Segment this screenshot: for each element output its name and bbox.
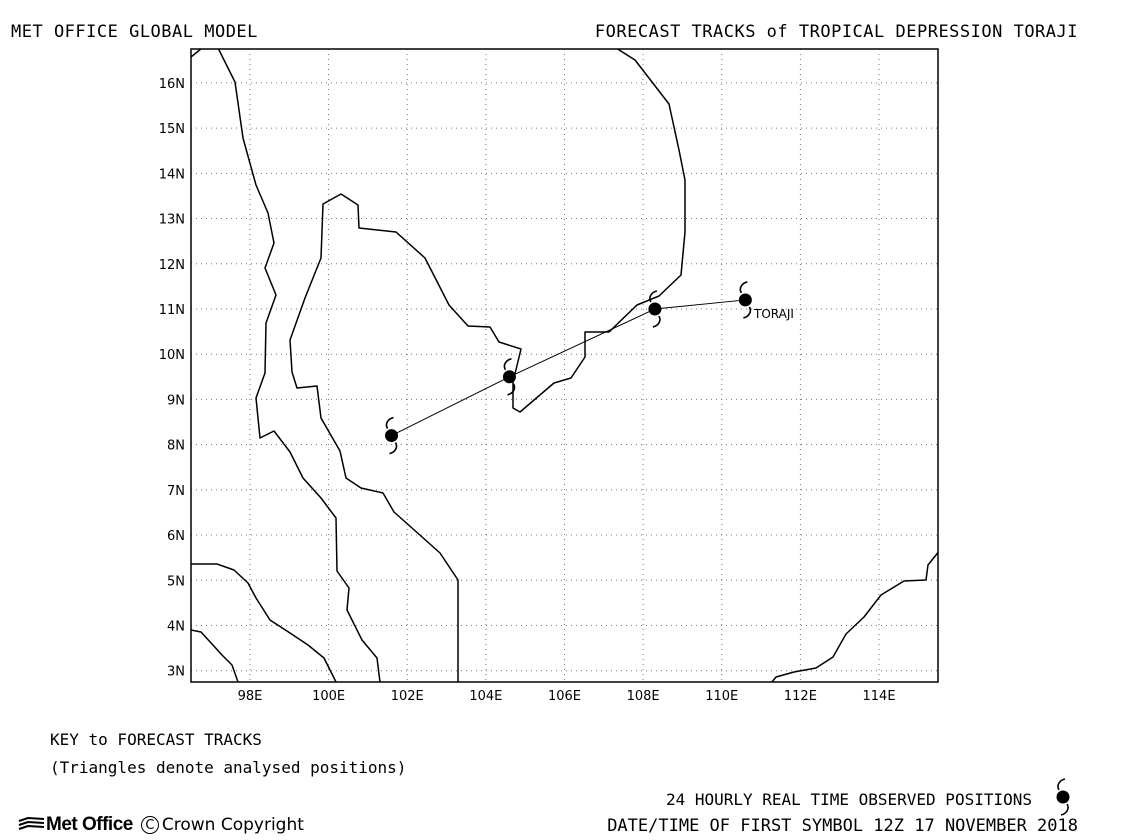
forecast-track xyxy=(384,281,753,455)
first-symbol-datetime: DATE/TIME OF FIRST SYMBOL 12Z 17 NOVEMBE… xyxy=(607,816,1078,836)
coastlines xyxy=(191,49,938,682)
lat-tick-label: 9N xyxy=(167,393,185,408)
map-frame xyxy=(190,48,939,683)
met-office-logo-text: Met Office xyxy=(46,814,133,835)
lon-tick-label: 102E xyxy=(391,689,424,704)
lat-tick-label: 8N xyxy=(167,439,185,454)
lon-tick-label: 114E xyxy=(863,689,896,704)
lat-lon-grid xyxy=(191,49,938,682)
lon-tick-label: 108E xyxy=(627,689,660,704)
copyright-text: Crown Copyright xyxy=(161,815,304,835)
storm-position-symbol xyxy=(384,416,399,455)
lon-tick-label: 106E xyxy=(548,689,581,704)
storm-position-symbol xyxy=(738,281,753,319)
storm-position-symbol xyxy=(502,358,517,396)
met-office-waves-icon xyxy=(18,817,45,830)
copyright-symbol: C xyxy=(140,816,159,834)
lon-tick-label: 100E xyxy=(312,689,345,704)
key-note: (Triangles denote analysed positions) xyxy=(50,758,407,777)
met-office-logo: Met Office xyxy=(18,814,133,836)
key-title: KEY to FORECAST TRACKS xyxy=(50,730,262,749)
lon-tick-label: 112E xyxy=(784,689,817,704)
lat-tick-label: 4N xyxy=(167,619,185,634)
lat-tick-label: 12N xyxy=(159,258,185,273)
lon-tick-label: 110E xyxy=(705,689,738,704)
lat-tick-label: 13N xyxy=(159,213,185,228)
lon-tick-label: 104E xyxy=(469,689,502,704)
storm-name-label: TORAJI xyxy=(753,307,794,321)
lat-tick-label: 5N xyxy=(167,574,185,589)
copyright: C Crown Copyright xyxy=(140,815,304,835)
lat-tick-label: 11N xyxy=(159,303,185,318)
lat-tick-label: 3N xyxy=(167,665,185,680)
lat-tick-label: 7N xyxy=(167,484,185,499)
footer: Met Office C Crown Copyright xyxy=(18,814,304,836)
forecast-title: FORECAST TRACKS of TROPICAL DEPRESSION T… xyxy=(594,22,1078,42)
model-title: MET OFFICE GLOBAL MODEL xyxy=(11,22,258,42)
observed-positions-legend: 24 HOURLY REAL TIME OBSERVED POSITIONS xyxy=(665,790,1032,809)
track-line xyxy=(391,299,746,437)
lat-tick-label: 14N xyxy=(159,167,185,182)
lat-tick-label: 16N xyxy=(159,77,185,92)
observed-position-symbol xyxy=(1055,778,1071,816)
axis-tick-labels: 98E 100E 102E 104E 106E 108E 110E 112E 114E 3N 4N 5… xyxy=(159,77,896,704)
lat-tick-label: 10N xyxy=(159,348,185,363)
lat-tick-label: 6N xyxy=(167,529,185,544)
lat-tick-label: 15N xyxy=(159,122,185,137)
lon-tick-label: 98E xyxy=(238,689,263,704)
